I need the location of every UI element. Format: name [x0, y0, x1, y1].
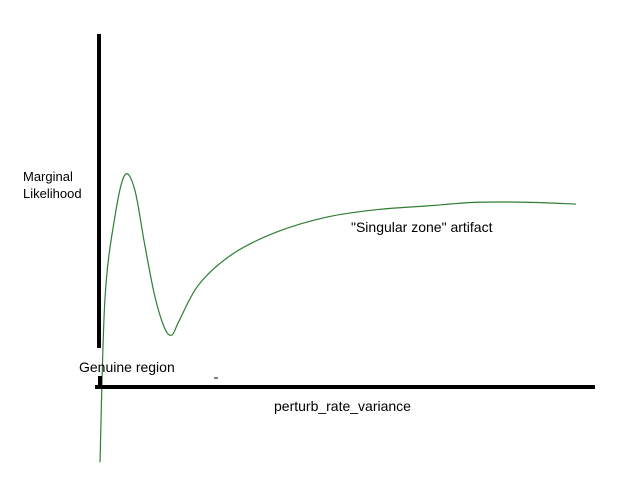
x-axis-label: perturb_rate_variance: [274, 398, 411, 414]
y-axis-label-line2: Likelihood: [23, 186, 82, 201]
singular-zone-label: "Singular zone" artifact: [351, 219, 493, 235]
y-axis-label-line1: Marginal: [23, 169, 73, 184]
likelihood-curve: [99, 173, 577, 463]
genuine-region-label: Genuine region: [79, 359, 175, 375]
